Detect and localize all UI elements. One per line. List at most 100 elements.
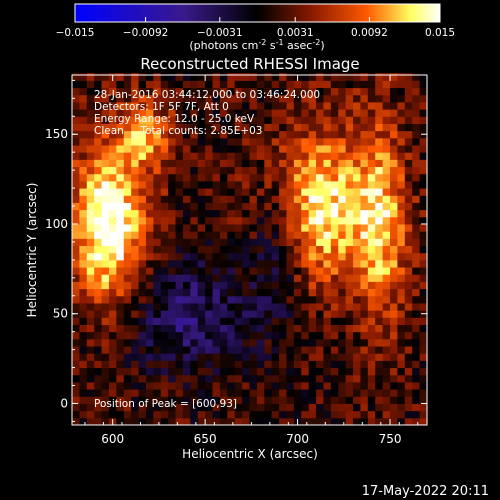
heatmap-cell <box>353 338 361 347</box>
heatmap-cell <box>264 338 273 347</box>
heatmap-cell <box>205 324 214 333</box>
heatmap-cell <box>323 331 332 340</box>
heatmap-cell <box>123 73 132 81</box>
heatmap-cell <box>197 295 206 304</box>
heatmap-cell <box>390 417 398 426</box>
heatmap-cell <box>338 137 347 146</box>
heatmap-cell <box>390 180 398 189</box>
heatmap-cell <box>123 281 132 290</box>
heatmap-cell <box>390 346 398 354</box>
heatmap-cell <box>212 152 221 160</box>
heatmap-cell <box>382 331 391 340</box>
heatmap-cell <box>390 374 398 383</box>
heatmap-cell <box>316 267 324 275</box>
heatmap-cell <box>205 281 214 290</box>
heatmap-cell <box>338 94 347 103</box>
heatmap-cell <box>412 173 421 182</box>
heatmap-cell <box>271 238 280 247</box>
heatmap-cell <box>301 252 310 261</box>
heatmap-cell <box>353 288 361 297</box>
heatmap-cell <box>153 252 162 261</box>
heatmap-cell <box>168 338 177 347</box>
heatmap-cell <box>86 87 95 96</box>
heatmap-cell <box>197 267 206 275</box>
heatmap-cell <box>168 389 177 397</box>
heatmap-cell <box>131 80 140 89</box>
heatmap-cell <box>279 216 287 225</box>
heatmap-cell <box>212 195 221 203</box>
heatmap-cell <box>234 331 243 340</box>
colorbar-tick-label: −0.0092 <box>123 27 169 39</box>
heatmap-cell <box>123 403 132 412</box>
heatmap-cell <box>219 195 228 203</box>
heatmap-cell <box>390 137 398 146</box>
heatmap-cell <box>79 159 88 168</box>
heatmap-cell <box>242 145 250 153</box>
heatmap-cell <box>153 166 162 175</box>
heatmap-cell <box>205 109 214 117</box>
heatmap-cell <box>72 324 80 333</box>
heatmap-cell <box>330 389 339 397</box>
heatmap-cell <box>168 310 177 318</box>
heatmap-cell <box>293 374 302 383</box>
heatmap-cell <box>175 137 184 146</box>
heatmap-cell <box>116 180 125 189</box>
heatmap-cell <box>256 123 265 132</box>
heatmap-cell <box>375 130 384 139</box>
heatmap-cell <box>271 367 280 376</box>
heatmap-cell <box>390 73 398 81</box>
heatmap-cell <box>375 317 384 325</box>
heatmap-cell <box>123 267 132 275</box>
heatmap-cell <box>353 374 361 383</box>
heatmap-cell <box>390 267 398 275</box>
heatmap-cell <box>323 231 332 239</box>
heatmap-cell <box>94 159 103 168</box>
heatmap-cell <box>390 259 398 268</box>
heatmap-cell <box>404 195 413 203</box>
heatmap-cell <box>182 137 191 146</box>
heatmap-cell <box>301 353 310 361</box>
heatmap-cell <box>219 73 228 81</box>
heatmap-cell <box>131 159 140 168</box>
heatmap-cell <box>101 288 110 297</box>
heatmap-cell <box>293 94 302 103</box>
heatmap-cell <box>168 367 177 376</box>
heatmap-cell <box>153 109 162 117</box>
heatmap-cell <box>160 145 169 153</box>
heatmap-cell <box>227 216 236 225</box>
heatmap-cell <box>367 295 376 304</box>
heatmap-cell <box>138 231 147 239</box>
heatmap-cell <box>390 245 398 254</box>
heatmap-cell <box>205 274 214 282</box>
heatmap-cell <box>330 180 339 189</box>
heatmap-cell <box>345 417 354 426</box>
heatmap-cell <box>79 252 88 261</box>
heatmap-cell <box>212 80 221 89</box>
heatmap-cell <box>168 259 177 268</box>
heatmap-cell <box>419 73 428 81</box>
heatmap-cell <box>323 274 332 282</box>
heatmap-cell <box>94 252 103 261</box>
heatmap-cell <box>271 80 280 89</box>
heatmap-cell <box>190 145 199 153</box>
heatmap-cell <box>227 195 236 203</box>
heatmap-cell <box>131 389 140 397</box>
heatmap-cell <box>345 403 354 412</box>
heatmap-cell <box>116 101 125 110</box>
heatmap-cell <box>390 166 398 175</box>
heatmap-cell <box>390 238 398 247</box>
heatmap-cell <box>249 152 258 160</box>
heatmap-cell <box>397 417 406 426</box>
heatmap-cell <box>79 180 88 189</box>
heatmap-cell <box>397 353 406 361</box>
heatmap-cell <box>375 238 384 247</box>
heatmap-cell <box>242 116 250 124</box>
heatmap-cell <box>345 73 354 81</box>
heatmap-cell <box>86 245 95 254</box>
heatmap-cell <box>353 216 361 225</box>
heatmap-cell <box>138 360 147 369</box>
heatmap-cell <box>131 338 140 347</box>
heatmap-cell <box>390 281 398 290</box>
heatmap-cell <box>323 166 332 175</box>
heatmap-cell <box>153 202 162 211</box>
